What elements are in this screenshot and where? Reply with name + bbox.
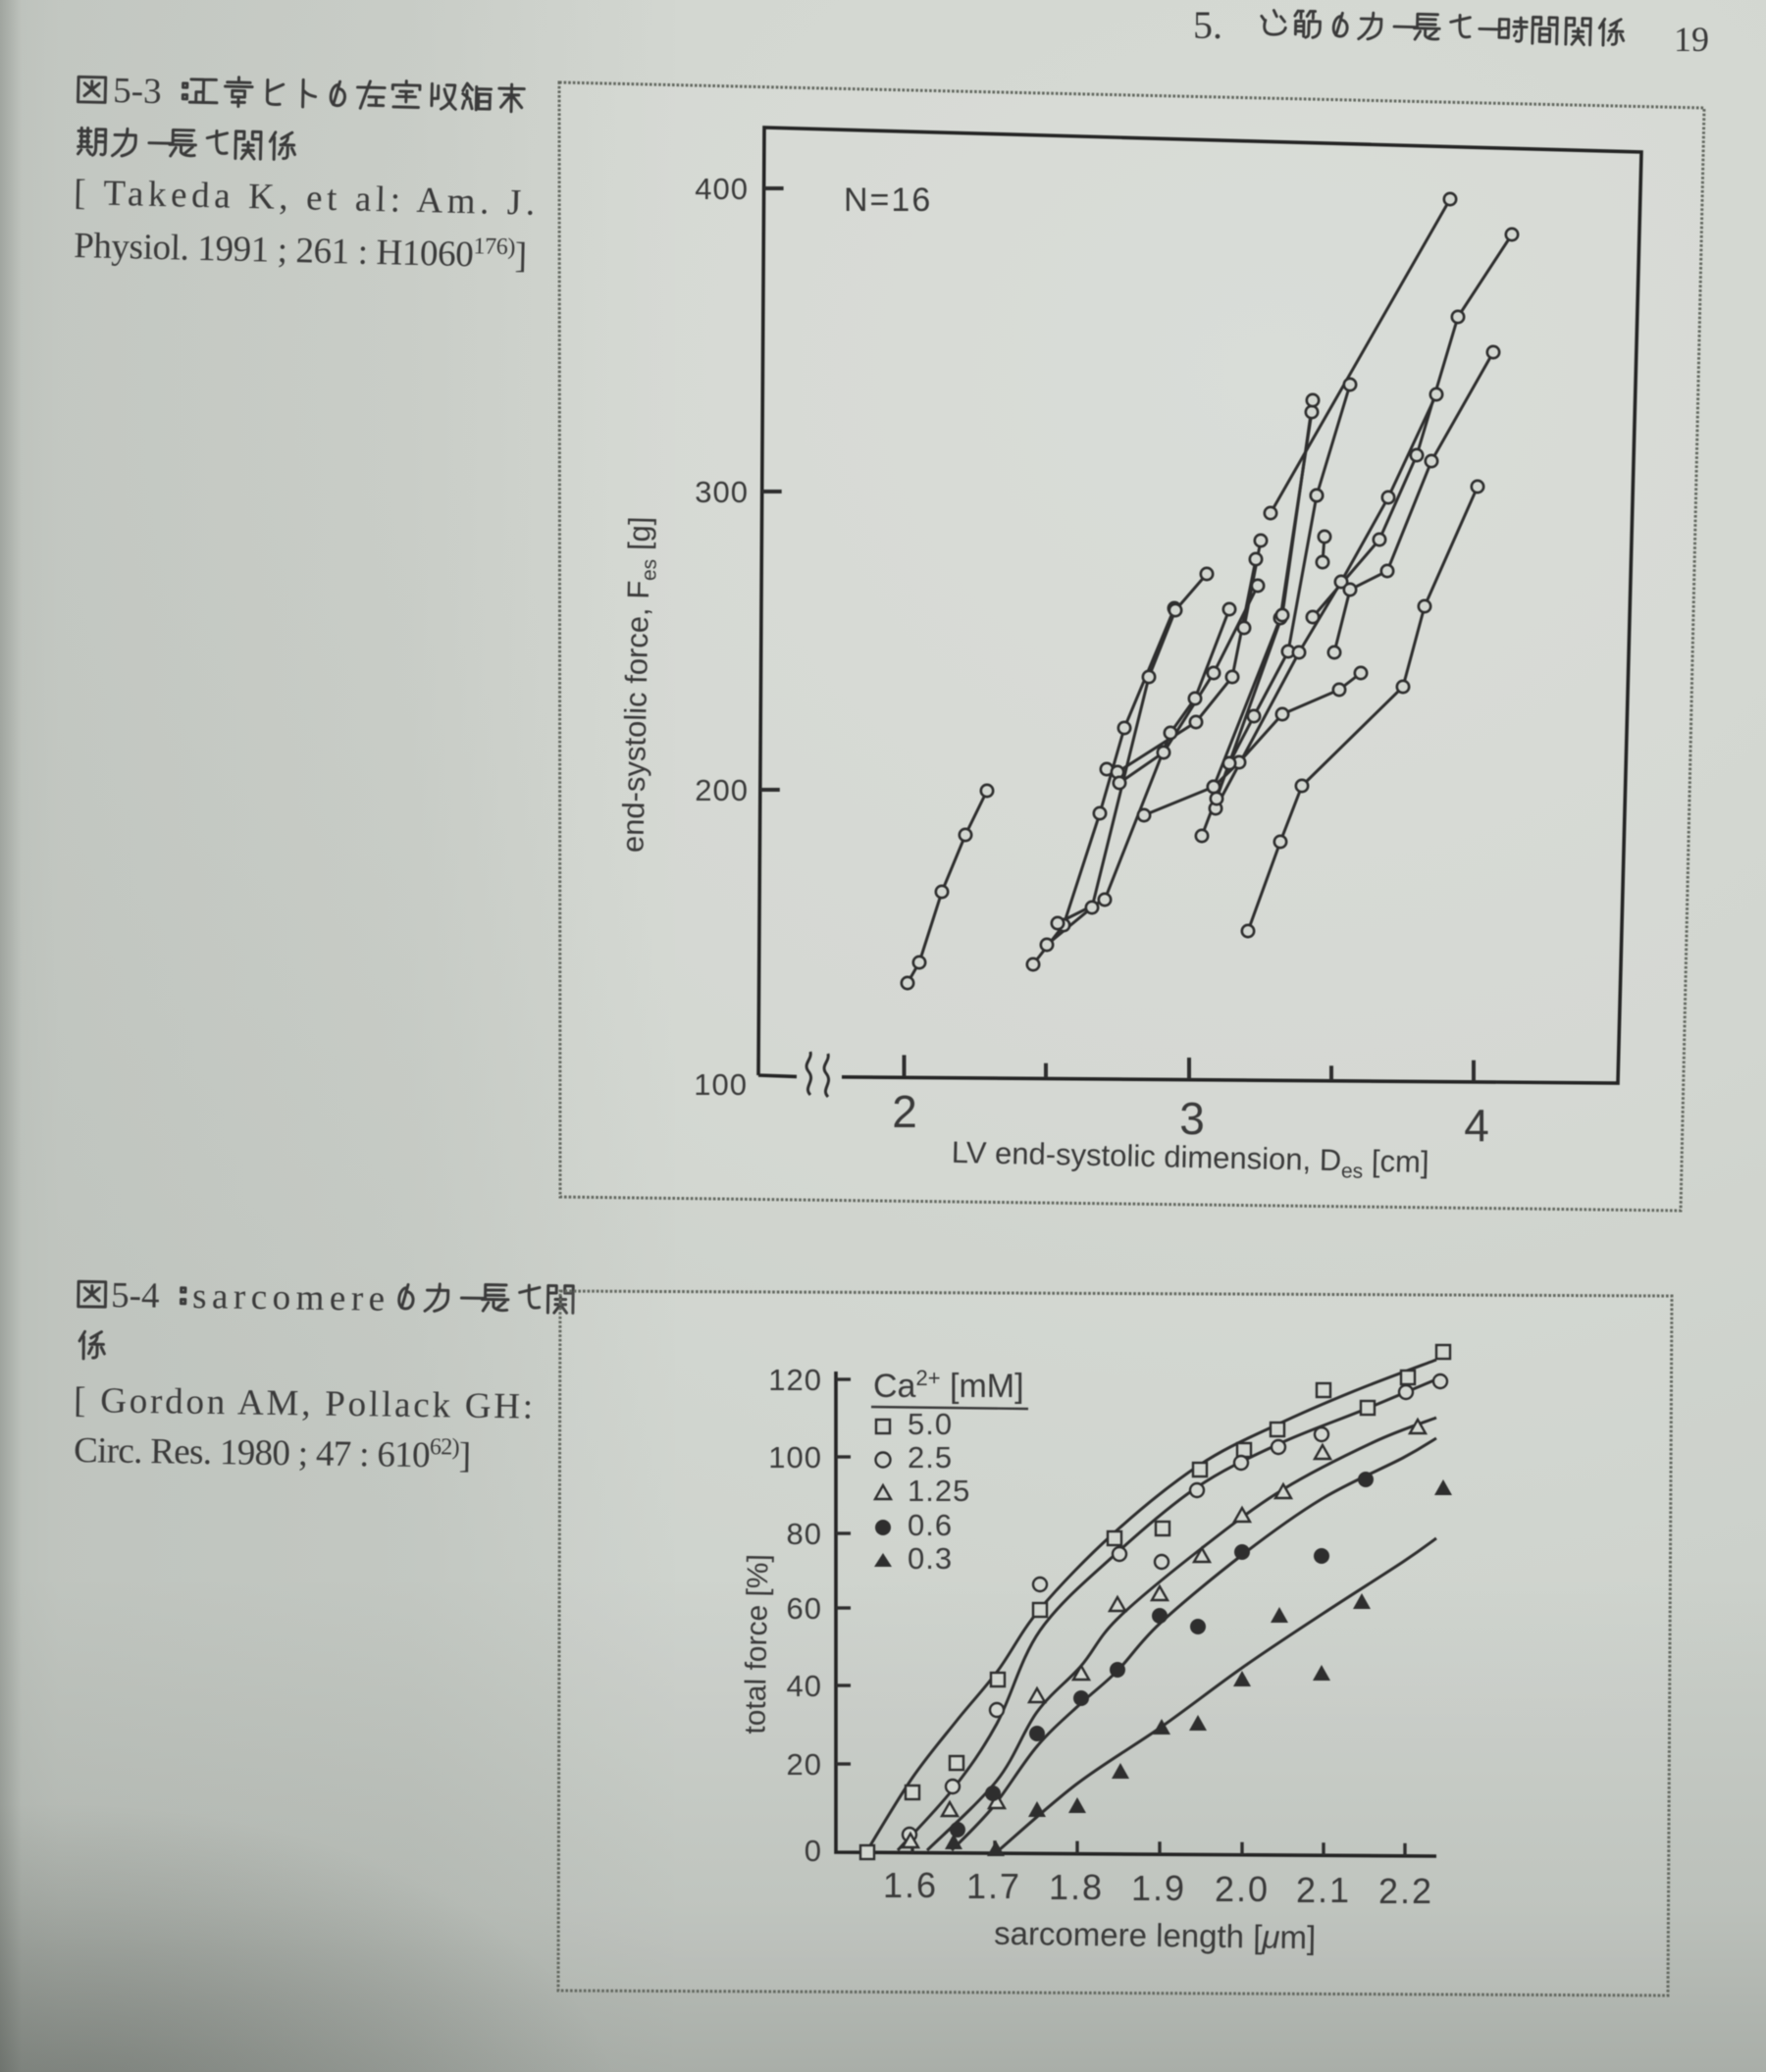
svg-text:20: 20 <box>787 1747 822 1782</box>
svg-text:1.7: 1.7 <box>966 1866 1021 1906</box>
svg-text:4: 4 <box>1464 1100 1489 1151</box>
svg-text:sarcomere length [μm]: sarcomere length [μm] <box>994 1915 1317 1956</box>
svg-text:5.: 5. <box>1193 3 1222 47</box>
svg-text:5.0: 5.0 <box>908 1407 953 1441</box>
svg-text:Physiol. 1991 ; 261 : H1060176: Physiol. 1991 ; 261 : H1060176)] <box>74 225 528 276</box>
svg-text:Circ. Res. 1980 ; 47 : 61062)]: Circ. Res. 1980 ; 47 : 61062)] <box>74 1429 472 1476</box>
svg-text:5-4: 5-4 <box>111 1275 160 1317</box>
svg-text:5-3: 5-3 <box>113 71 162 112</box>
svg-text:400: 400 <box>695 172 749 206</box>
svg-text:80: 80 <box>787 1517 822 1551</box>
svg-text:1.8: 1.8 <box>1049 1867 1104 1907</box>
svg-text:1.6: 1.6 <box>883 1865 938 1905</box>
svg-text:3: 3 <box>1179 1093 1205 1144</box>
svg-text:1.25: 1.25 <box>908 1474 970 1508</box>
svg-text:60: 60 <box>787 1591 822 1626</box>
svg-text:100: 100 <box>694 1067 748 1102</box>
svg-text:40: 40 <box>787 1669 822 1703</box>
svg-text:[ Takeda K, et al: Am. J.: [ Takeda K, et al: Am. J. <box>74 173 536 224</box>
svg-text:0: 0 <box>805 1834 822 1868</box>
svg-text:300: 300 <box>695 475 749 509</box>
svg-text:Ca2+ [mM]: Ca2+ [mM] <box>873 1366 1024 1405</box>
svg-text:[ Gordon AM, Pollack GH:: [ Gordon AM, Pollack GH: <box>74 1380 534 1427</box>
svg-text:0.3: 0.3 <box>908 1541 953 1576</box>
svg-text:total force [%]: total force [%] <box>739 1554 774 1735</box>
svg-text:1.9: 1.9 <box>1131 1868 1186 1908</box>
svg-text:2.2: 2.2 <box>1378 1871 1433 1911</box>
svg-text:2: 2 <box>892 1086 917 1137</box>
svg-text:2.1: 2.1 <box>1296 1870 1351 1910</box>
svg-text:0.6: 0.6 <box>908 1508 953 1542</box>
svg-text:2.5: 2.5 <box>908 1440 953 1475</box>
svg-text:100: 100 <box>768 1440 822 1475</box>
svg-text:2.0: 2.0 <box>1215 1869 1270 1909</box>
svg-text:120: 120 <box>768 1363 822 1397</box>
svg-text:200: 200 <box>695 773 749 807</box>
svg-text:N=16: N=16 <box>844 181 932 219</box>
svg-text:19: 19 <box>1674 20 1709 59</box>
svg-text:sarcomere: sarcomere <box>192 1276 386 1320</box>
